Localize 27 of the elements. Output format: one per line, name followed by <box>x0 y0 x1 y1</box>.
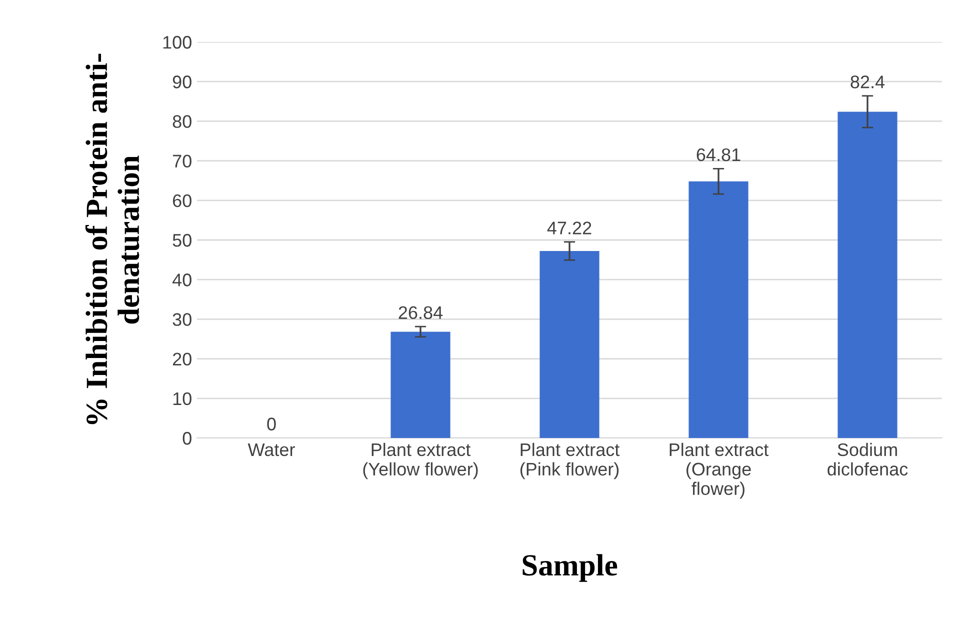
y-tick-label: 10 <box>173 392 192 406</box>
y-axis-title: % Inhibition of Protein anti- denaturation <box>85 54 140 424</box>
x-tick-label: Water <box>248 444 295 456</box>
y-tick-label: 40 <box>172 274 192 286</box>
bar <box>390 332 450 438</box>
data-label: 47.22 <box>547 222 592 234</box>
y-tick-label: 80 <box>172 115 192 128</box>
y-tick-label: 90 <box>172 76 192 88</box>
data-label: 64.81 <box>696 148 740 162</box>
bar <box>688 181 748 438</box>
y-tick-label: 100 <box>163 36 192 49</box>
x-tick-label: Plant extract (Pink flower) <box>520 442 620 480</box>
x-tick-label: Plant extract (Orange flower) <box>670 442 769 499</box>
bar <box>540 251 600 438</box>
y-tick-label: 50 <box>172 234 192 247</box>
x-tick-label: Sodium diclofenac <box>828 442 908 476</box>
bar <box>838 112 898 438</box>
y-tick-label: 20 <box>172 352 192 366</box>
data-label: 0 <box>267 418 276 430</box>
y-tick-label: 60 <box>172 194 192 208</box>
y-tick-label: 0 <box>182 432 192 445</box>
x-axis-title: Sample <box>522 554 618 582</box>
x-tick-label: Plant extract (Yellow flower) <box>363 442 478 480</box>
y-tick-label: 70 <box>172 154 192 168</box>
data-label: 26.84 <box>398 306 443 320</box>
y-tick-label: 30 <box>172 313 192 326</box>
data-label: 82.4 <box>850 76 885 88</box>
